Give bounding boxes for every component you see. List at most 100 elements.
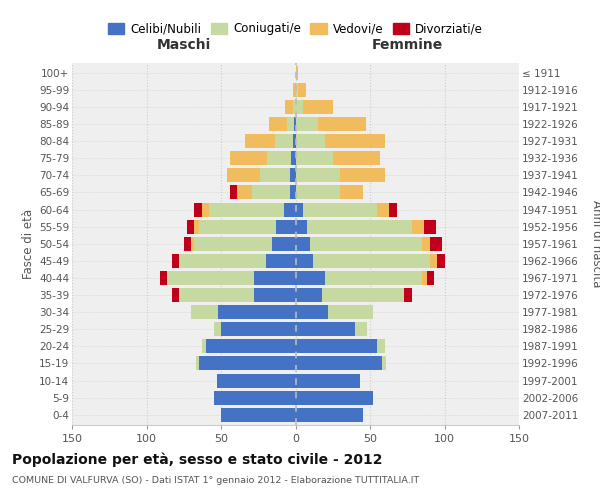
Bar (221, 408, 296, 422)
Bar (266, 254, 296, 268)
Bar (230, 151, 267, 166)
Bar (310, 236, 422, 251)
Bar (296, 322, 355, 336)
Text: Femmine: Femmine (371, 38, 443, 52)
Bar (276, 220, 296, 234)
Bar (194, 202, 202, 216)
Bar (296, 305, 328, 319)
Bar (296, 390, 373, 404)
Bar (293, 134, 296, 148)
Bar (296, 374, 359, 388)
Bar (296, 236, 310, 251)
Bar (298, 83, 306, 97)
Bar (325, 271, 422, 285)
Bar (296, 340, 377, 353)
Bar (209, 202, 284, 216)
Bar (217, 374, 296, 388)
Bar (293, 100, 296, 114)
Bar (269, 117, 287, 131)
Bar (296, 186, 340, 200)
Bar (254, 288, 296, 302)
Bar (294, 117, 296, 131)
Bar (322, 288, 404, 302)
Bar (202, 340, 206, 353)
Bar (296, 66, 298, 80)
Bar (287, 117, 294, 131)
Bar (296, 151, 333, 166)
Bar (167, 271, 254, 285)
Legend: Celibi/Nubili, Coniugati/e, Vedovi/e, Divorziati/e: Celibi/Nubili, Coniugati/e, Vedovi/e, Di… (103, 18, 488, 40)
Bar (293, 83, 296, 97)
Bar (296, 408, 362, 422)
Bar (377, 202, 389, 216)
Bar (296, 168, 340, 182)
Bar (194, 236, 272, 251)
Text: Maschi: Maschi (157, 38, 211, 52)
Bar (424, 220, 436, 234)
Bar (179, 254, 266, 268)
Bar (340, 186, 362, 200)
Bar (187, 220, 194, 234)
Bar (206, 340, 296, 353)
Text: COMUNE DI VALFURVA (SO) - Dati ISTAT 1° gennaio 2012 - Elaborazione TUTTITALIA.I: COMUNE DI VALFURVA (SO) - Dati ISTAT 1° … (12, 476, 419, 485)
Bar (296, 83, 298, 97)
Bar (430, 236, 442, 251)
Bar (296, 202, 303, 216)
Bar (184, 236, 191, 251)
Bar (172, 288, 179, 302)
Bar (296, 271, 325, 285)
Bar (296, 288, 322, 302)
Bar (296, 134, 325, 148)
Bar (307, 220, 412, 234)
Y-axis label: Fasce di età: Fasce di età (22, 208, 35, 279)
Bar (296, 117, 318, 131)
Bar (303, 100, 333, 114)
Bar (227, 168, 260, 182)
Bar (328, 305, 373, 319)
Bar (382, 356, 386, 370)
Bar (333, 151, 380, 166)
Bar (221, 322, 296, 336)
Bar (290, 168, 296, 182)
Bar (430, 254, 437, 268)
Bar (218, 305, 296, 319)
Bar (427, 271, 434, 285)
Bar (191, 236, 194, 251)
Bar (377, 340, 385, 353)
Bar (196, 356, 199, 370)
Bar (194, 220, 199, 234)
Bar (422, 236, 430, 251)
Bar (214, 390, 296, 404)
Bar (422, 271, 427, 285)
Bar (179, 288, 254, 302)
Bar (245, 134, 275, 148)
Bar (160, 271, 167, 285)
Bar (172, 254, 179, 268)
Bar (275, 134, 293, 148)
Bar (214, 322, 221, 336)
Bar (303, 202, 377, 216)
Bar (290, 186, 296, 200)
Bar (389, 202, 397, 216)
Bar (404, 288, 412, 302)
Bar (296, 356, 382, 370)
Bar (318, 117, 365, 131)
Bar (267, 151, 291, 166)
Bar (285, 100, 293, 114)
Bar (296, 100, 303, 114)
Bar (340, 168, 385, 182)
Bar (254, 271, 296, 285)
Bar (291, 151, 296, 166)
Bar (296, 254, 313, 268)
Bar (325, 134, 385, 148)
Bar (412, 220, 424, 234)
Bar (284, 202, 296, 216)
Bar (191, 305, 218, 319)
Bar (296, 220, 307, 234)
Bar (437, 254, 445, 268)
Bar (202, 202, 209, 216)
Bar (238, 186, 252, 200)
Bar (230, 186, 238, 200)
Bar (199, 220, 276, 234)
Y-axis label: Anni di nascita: Anni di nascita (590, 200, 600, 288)
